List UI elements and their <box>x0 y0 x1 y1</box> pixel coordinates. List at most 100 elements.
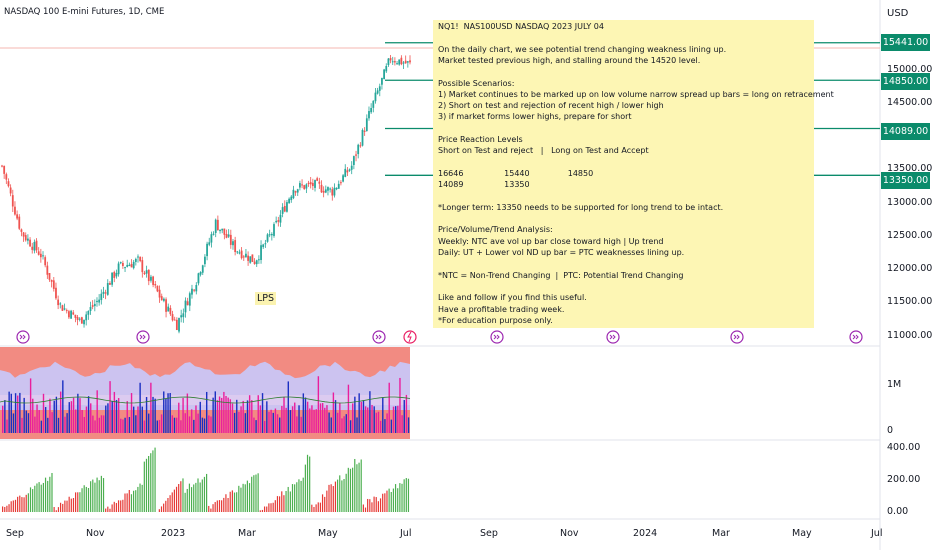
oscillator-bar <box>98 480 100 512</box>
volume-bar <box>2 405 4 433</box>
candle-body <box>35 240 38 251</box>
oscillator-bar <box>336 479 339 512</box>
candle-body <box>290 196 293 201</box>
volume-bar <box>210 416 212 433</box>
x-tick: Mar <box>238 528 256 539</box>
oscillator-bar <box>128 489 130 512</box>
candle-body <box>20 229 23 232</box>
volume-bar <box>100 415 103 433</box>
volume-bar <box>397 405 399 433</box>
oscillator-bar <box>34 485 36 512</box>
candle-body <box>63 308 66 310</box>
volume-bar <box>377 411 380 433</box>
x-tick: Sep <box>480 528 498 539</box>
volume-bar <box>358 393 360 433</box>
candle-body <box>357 144 360 155</box>
oscillator-bar <box>165 500 167 512</box>
volume-bar <box>218 396 221 433</box>
candle-body <box>309 182 312 185</box>
oscillator-bar <box>330 484 332 512</box>
x-tick: Mar <box>712 528 730 539</box>
candle-body <box>182 313 185 318</box>
candle-body <box>368 111 370 119</box>
candle-body <box>175 319 178 331</box>
volume-bar <box>53 400 55 433</box>
candle-body <box>247 255 249 261</box>
x-tick: Nov <box>86 528 105 539</box>
candle-body <box>249 256 252 263</box>
event-icon-arrow <box>375 334 382 340</box>
oscillator-bar <box>223 497 225 512</box>
volume-bar <box>354 396 356 433</box>
volume-bar <box>349 420 352 433</box>
volume-bar <box>77 393 79 433</box>
oscillator-bar <box>289 491 291 512</box>
oscillator-bar <box>302 477 304 512</box>
oscillator-bar <box>324 496 326 512</box>
note-line: 3) if market forms lower highs, prepare … <box>438 112 632 122</box>
volume-bar <box>317 376 320 433</box>
oscillator-bar <box>212 504 214 512</box>
volume-bar <box>120 418 122 433</box>
oscillator-bar <box>276 496 279 512</box>
candle-body <box>171 314 174 321</box>
oscillator-bar <box>180 481 182 512</box>
candle-body <box>342 175 344 182</box>
oscillator-bar <box>296 482 298 512</box>
oscillator-bar <box>388 488 390 512</box>
note-box[interactable] <box>433 20 814 328</box>
volume-bar <box>336 412 339 433</box>
candle-body <box>234 240 237 253</box>
candle-body <box>257 259 260 261</box>
volume-bar <box>173 417 176 433</box>
volume-bar <box>102 415 105 433</box>
currency-label[interactable]: USD <box>887 8 909 19</box>
oscillator-bar <box>221 500 223 512</box>
oscillator-bar <box>184 492 186 512</box>
oscillator-bar <box>14 499 17 512</box>
candle-body <box>385 65 388 72</box>
oscillator-bar <box>109 508 111 512</box>
oscillator-bar <box>313 506 315 512</box>
volume-bar <box>184 413 186 433</box>
oscillator-bar <box>169 495 171 512</box>
volume-bar <box>190 409 193 433</box>
candle-body <box>98 299 101 303</box>
volume-bar <box>55 396 58 433</box>
volume-bar <box>238 411 240 433</box>
volume-bar <box>92 415 94 433</box>
candle-body <box>91 305 94 307</box>
note-line: 1) Market continues to be marked up on l… <box>438 89 834 99</box>
oscillator-bar <box>148 456 150 512</box>
candle-body <box>253 261 256 265</box>
event-icon-arrow <box>493 334 500 340</box>
note-line: Short on Test and reject | Long on Test … <box>438 146 649 156</box>
candle-body <box>311 182 314 187</box>
x-tick: May <box>792 528 812 539</box>
candle-body <box>42 255 44 257</box>
volume-bar <box>32 398 34 433</box>
osc-axis-tick: 200.00 <box>887 474 921 485</box>
volume-bar <box>130 393 133 433</box>
note-line: Weekly: NTC ave vol up bar close toward … <box>438 236 664 246</box>
oscillator-bar <box>117 500 120 512</box>
volume-bar <box>315 409 317 433</box>
x-tick: Nov <box>560 528 579 539</box>
volume-bar <box>19 392 21 433</box>
volume-bar <box>75 409 77 433</box>
oscillator-bar <box>285 491 287 512</box>
oscillator-bar <box>57 507 60 512</box>
volume-bar <box>394 406 397 433</box>
candle-body <box>70 310 72 319</box>
volume-bar <box>281 405 283 433</box>
volume-bar <box>367 407 369 433</box>
x-tick: Sep <box>6 528 24 539</box>
volume-bar <box>195 405 197 433</box>
volume-bar <box>203 418 206 433</box>
volume-bar <box>105 405 107 433</box>
note-line: Price/Volume/Trend Analysis: <box>438 225 553 235</box>
candle-body <box>402 62 405 64</box>
candle-body <box>68 311 70 318</box>
volume-bar <box>79 398 81 433</box>
candle-body <box>281 207 284 214</box>
